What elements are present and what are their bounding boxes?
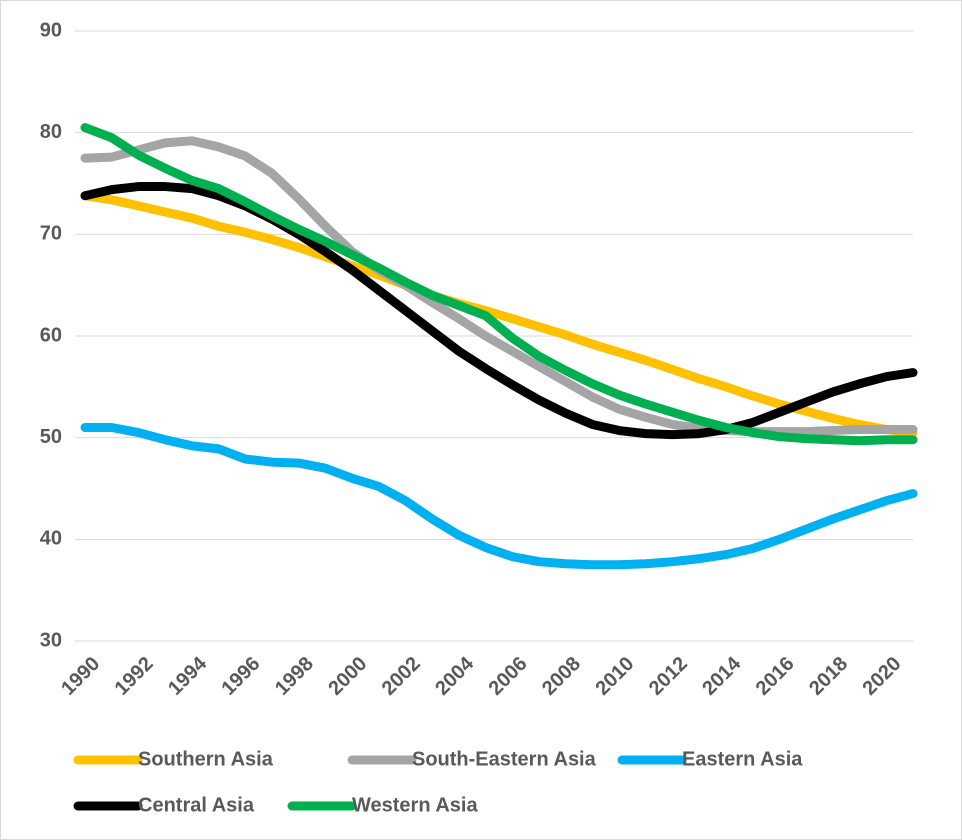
y-tick-label: 50	[40, 426, 62, 448]
series-line	[80, 423, 918, 570]
series-line	[80, 191, 918, 438]
y-tick-label: 40	[40, 528, 62, 550]
series-line	[80, 123, 918, 446]
y-tick-label: 60	[40, 324, 62, 346]
y-tick-label: 30	[40, 629, 62, 651]
legend-label: Eastern Asia	[682, 748, 803, 770]
y-tick-label: 70	[40, 223, 62, 245]
legend-label: South-Eastern Asia	[412, 748, 597, 770]
series-line	[80, 182, 918, 440]
legend-label: Central Asia	[138, 794, 255, 816]
legend-label: Southern Asia	[138, 748, 274, 770]
y-tick-label: 80	[40, 121, 62, 143]
y-tick-label: 90	[40, 19, 62, 41]
legend-label: Western Asia	[352, 794, 478, 816]
